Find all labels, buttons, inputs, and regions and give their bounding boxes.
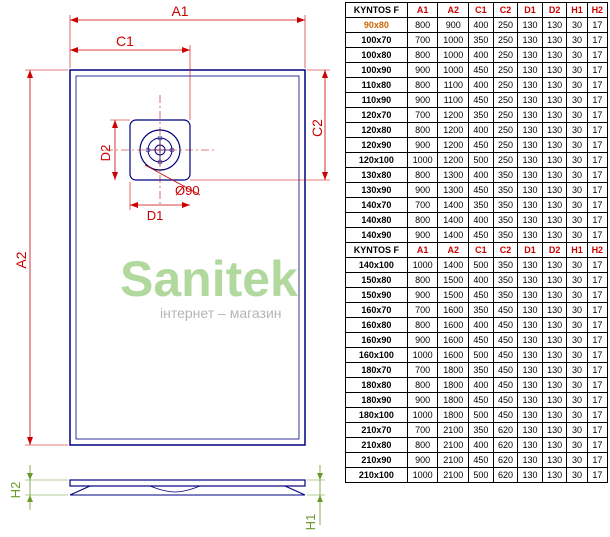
table-row: 110x8080011004002501301303017 [346,78,608,93]
c2-label: C2 [309,119,325,137]
table-row: 160x8080016004004501301303017 [346,318,608,333]
table-row: 120x8080012004002501301303017 [346,123,608,138]
col-header: D2 [542,3,567,18]
table-row: 110x9090011004502501301303017 [346,93,608,108]
table-row: 100x9090010004502501301303017 [346,63,608,78]
col-header: H1 [567,3,587,18]
table-row: 180x9090018004504501301303017 [346,393,608,408]
table-row: 210x9090021004506201301303017 [346,453,608,468]
table-row: 100x8080010004002501301303017 [346,48,608,63]
table-row: 160x100100016005004501301303017 [346,348,608,363]
d1-label: D1 [147,208,164,223]
table-row: 140x8080014004003501301303017 [346,213,608,228]
table-row: 180x8080018004004501301303017 [346,378,608,393]
col-header: A1 [407,243,438,258]
col-header: D1 [518,243,543,258]
dimensions-tables: KYNTOS FA1A2C1C2D1D2H1H2 90x808009004002… [345,0,608,537]
table-row: 140x9090014004503501301303017 [346,228,608,243]
h2-label: H2 [8,482,23,499]
a2-label: A2 [13,251,29,268]
col-header: C1 [469,243,494,258]
col-header: A2 [438,243,469,258]
table-row: 180x100100018005004501301303017 [346,408,608,423]
col-header: A2 [438,3,469,18]
table-row: 150x8080015004003501301303017 [346,273,608,288]
technical-diagram: Ø90 A1 C1 A2 [0,0,345,533]
table-row: 160x7070016003504501301303017 [346,303,608,318]
dimensions-table-2: KYNTOS FA1A2C1C2D1D2H1H2 140x10010001400… [345,242,608,483]
table-row: 130x8080013004003501301303017 [346,168,608,183]
table-row: 120x9090012004502501301303017 [346,138,608,153]
col-header: H2 [587,243,607,258]
table-row: 160x9090016004504501301303017 [346,333,608,348]
table-title: KYNTOS F [346,3,408,18]
table-row: 120x7070012003502501301303017 [346,108,608,123]
table-row: 210x100100021005006201301303017 [346,468,608,483]
table-row: 90x808009004002501301303017 [346,18,608,33]
table-row: 180x7070018003504501301303017 [346,363,608,378]
dimensions-table-1: KYNTOS FA1A2C1C2D1D2H1H2 90x808009004002… [345,2,608,243]
table-row: 140x7070014003503501301303017 [346,198,608,213]
table-row: 210x8080021004006201301303017 [346,438,608,453]
table-row: 140x100100014005003501301303017 [346,258,608,273]
col-header: C1 [469,3,494,18]
col-header: D2 [542,243,567,258]
d2-label: D2 [98,145,113,162]
table-row: 150x9090015004503501301303017 [346,288,608,303]
c1-label: C1 [116,33,134,49]
h1-label: H1 [303,514,318,531]
col-header: H1 [567,243,587,258]
col-header: C2 [493,243,518,258]
table-row: 100x7070010003502501301303017 [346,33,608,48]
diameter-label: Ø90 [175,183,200,198]
table-title: KYNTOS F [346,243,408,258]
table-row: 130x9090013004503501301303017 [346,183,608,198]
table-row: 120x100100012005002501301303017 [346,153,608,168]
a1-label: A1 [171,3,188,19]
col-header: D1 [518,3,543,18]
col-header: A1 [407,3,438,18]
table-row: 210x7070021003506201301303017 [346,423,608,438]
col-header: C2 [493,3,518,18]
col-header: H2 [587,3,607,18]
